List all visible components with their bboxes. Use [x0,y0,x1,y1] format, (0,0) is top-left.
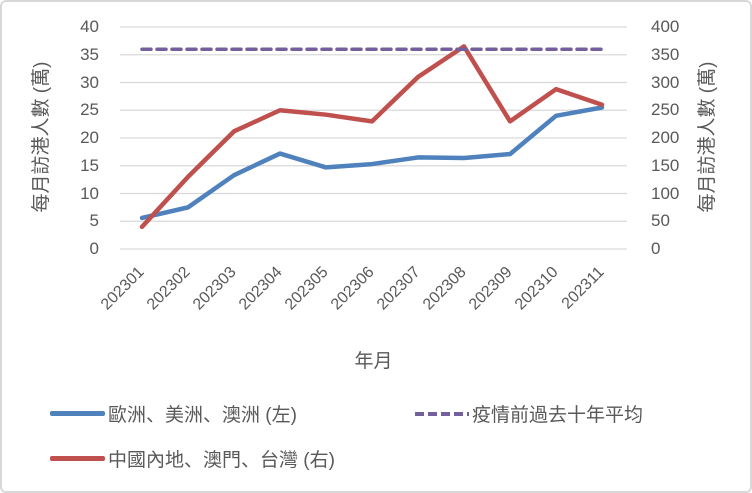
right-axis-tick: 200 [651,128,680,147]
legend-label: 歐洲、美洲、澳洲 (左) [108,405,297,426]
right-axis-tick: 100 [651,183,680,203]
right-axis-tick: 150 [651,155,680,175]
legend-dashed-line-sample-purple [415,411,469,416]
legend-label: 疫情前過去十年平均 [472,405,644,426]
x-axis-title: 年月 [354,351,393,372]
left-axis-tick: 40 [80,17,99,36]
right-axis-tick: 350 [651,44,680,64]
right-axis-tick: 50 [651,211,670,231]
series-line-europe-americas-australia [139,105,605,221]
right-axis-tick: 250 [651,100,680,120]
right-axis-tick: 400 [651,17,680,36]
legend-item-pre-pandemic-average: 疫情前過去十年平均 [415,400,643,427]
legend-line-sample-red [50,456,105,461]
left-axis-tick: 20 [80,128,99,147]
left-axis-tick: 0 [89,239,99,258]
left-axis-tick: 5 [89,211,99,231]
left-axis-tick: 25 [80,100,99,120]
left-axis-tick: 10 [80,183,99,203]
legend-line-sample-blue [50,411,105,416]
legend-item-europe-americas-australia: 歐洲、美洲、澳洲 (左) [50,400,297,427]
legend-item-mainland-macau-taiwan: 中國內地、澳門、台灣 (右) [50,445,335,472]
right-axis-tick: 300 [651,72,680,92]
left-axis-tick: 35 [80,44,99,64]
right-axis-tick: 0 [651,239,661,258]
left-axis-tick: 30 [80,72,99,92]
series-line-mainland-macau-taiwan [139,44,605,230]
legend-label: 中國內地、澳門、台灣 (右) [108,450,335,471]
left-axis-tick: 15 [80,155,99,175]
